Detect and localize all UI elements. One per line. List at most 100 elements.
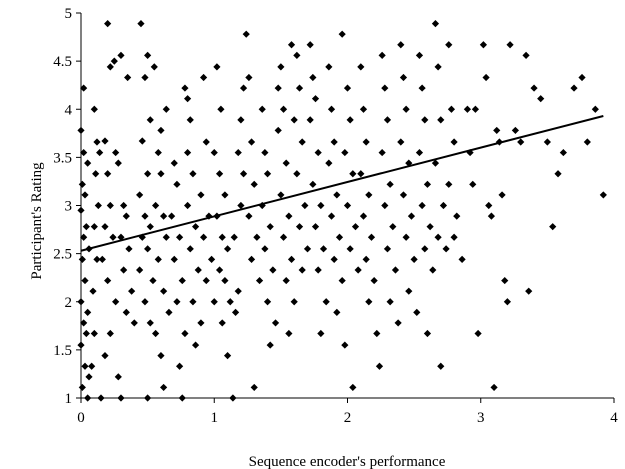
data-point [124,73,132,82]
y-tick-label: 5 [65,6,73,22]
data-point [274,126,282,135]
data-point [213,63,221,71]
data-point [269,266,277,274]
data-point [176,233,184,241]
data-point [178,276,186,285]
data-point [317,201,325,210]
data-point [506,41,514,49]
data-point [90,223,98,231]
data-point [245,212,253,220]
data-point [218,319,226,327]
trendline [80,115,604,252]
data-point [144,170,152,178]
data-point [378,148,386,157]
data-point [450,233,458,241]
data-point [322,298,330,306]
data-point [370,276,378,285]
data-point [437,362,445,370]
y-tick-label: 2 [65,295,73,311]
data-point [479,41,488,49]
data-point [184,201,192,210]
data-point [160,287,168,295]
data-point [88,362,96,370]
data-point [279,233,288,241]
data-point [391,266,400,274]
data-point [450,138,458,146]
data-point [93,138,101,146]
data-point [351,223,360,231]
chart-axes [76,12,615,403]
x-tick-label: 0 [77,410,85,426]
data-point [517,138,525,146]
data-point [178,394,186,402]
data-point [266,223,274,231]
data-point [80,84,88,92]
data-point [378,51,386,59]
data-point [109,233,117,241]
data-point [279,105,288,113]
data-point [349,170,357,178]
data-point [381,84,389,92]
data-point [101,223,109,231]
data-point [120,266,128,274]
data-point [543,138,551,146]
data-point [442,245,450,253]
data-point [338,276,346,285]
data-point [154,148,162,157]
data-point [359,212,368,220]
data-point [487,212,496,220]
data-point [144,51,152,59]
data-point [437,116,445,124]
data-point [285,212,293,220]
data-point [223,352,232,360]
data-point [423,329,432,338]
data-point [138,137,146,145]
data-point [85,373,93,381]
data-point [271,319,280,327]
data-point [311,95,320,103]
data-point [469,180,477,188]
data-point [591,105,599,113]
data-point [445,180,453,188]
data-point [418,201,426,210]
data-point [362,138,370,146]
data-point [290,116,298,124]
data-point [149,276,157,285]
data-point [97,394,105,402]
data-point [250,180,258,188]
data-point [383,245,392,253]
data-point [421,245,429,253]
y-tick-label: 4.5 [53,54,72,70]
data-point [319,245,328,253]
data-point [234,148,242,157]
data-point [258,201,266,210]
data-point [176,362,184,370]
data-point [317,329,325,338]
data-point [217,105,225,113]
data-point [202,138,210,146]
data-point [168,212,176,220]
data-point [277,63,285,71]
data-point [525,287,533,295]
data-point [453,212,461,220]
data-point [341,148,349,157]
data-point [402,233,410,241]
data-point [215,170,224,178]
data-point [314,148,322,157]
data-point [122,212,130,220]
data-point [199,233,208,241]
data-point [194,266,202,274]
data-point [186,116,194,124]
data-point [295,223,304,231]
data-point [101,352,109,360]
data-point [106,63,114,71]
data-point [101,137,109,145]
data-point [413,308,421,316]
x-tick-label: 1 [211,410,219,426]
data-point [274,84,282,92]
data-point [77,126,85,135]
data-point [247,255,256,263]
data-point [309,180,317,188]
data-point [255,276,264,285]
data-point [173,298,181,306]
